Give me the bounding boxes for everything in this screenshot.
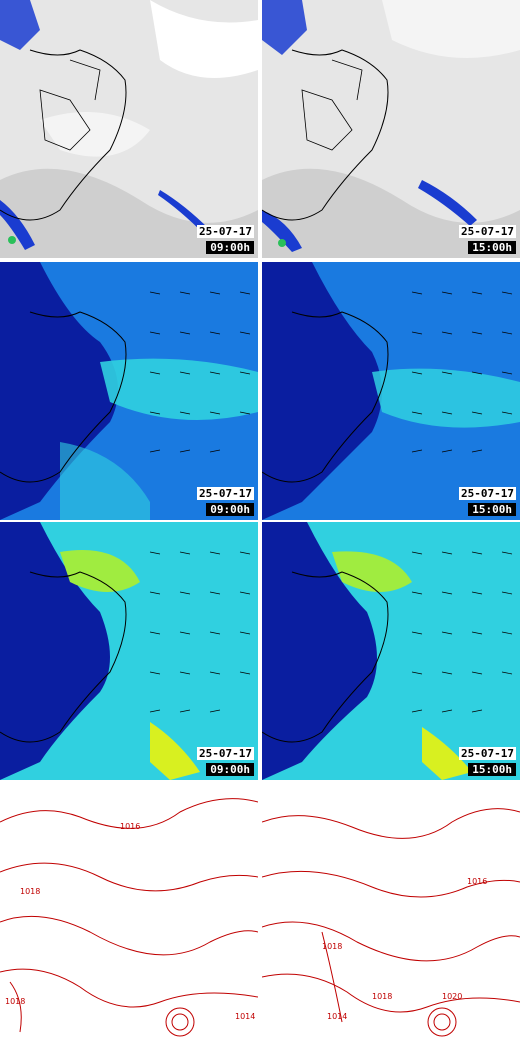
- isobar-label: 1016: [467, 877, 488, 886]
- date-stamp: 25-07-17: [197, 225, 254, 238]
- wind-map: [262, 522, 520, 780]
- date-stamp: 25-07-17: [459, 747, 516, 760]
- time-stamp: 15:00h: [468, 503, 516, 516]
- date-stamp: 25-07-17: [459, 487, 516, 500]
- date-stamp: 25-07-17: [197, 487, 254, 500]
- satellite-panel-0900: 25-07-17 09:00h: [0, 0, 258, 258]
- time-stamp: 15:00h: [468, 763, 516, 776]
- wind-arrows: [149, 551, 251, 713]
- isobar-label: 1018: [372, 992, 393, 1001]
- time-stamp: 09:00h: [206, 241, 254, 254]
- date-stamp: 25-07-17: [197, 747, 254, 760]
- wind-map: [262, 262, 520, 520]
- isobar-map: [262, 782, 520, 1040]
- time-stamp: 09:00h: [206, 503, 254, 516]
- wind-map: [0, 262, 258, 520]
- satellite-image: [0, 0, 258, 258]
- satellite-panel-1500: 25-07-17 15:00h: [262, 0, 520, 258]
- isobar-label: 1014: [327, 1012, 348, 1021]
- isobar-label: 1018: [5, 997, 26, 1006]
- time-stamp: 15:00h: [468, 241, 516, 254]
- time-stamp: 09:00h: [206, 763, 254, 776]
- isobar-label: 1016: [120, 822, 141, 831]
- wind-panel-low-1500: 25-07-17 15:00h: [262, 262, 520, 520]
- isobar-label: 1018: [20, 887, 41, 896]
- isobar-panel-left: 1016 1018 1018 1014: [0, 782, 258, 1040]
- wind-arrows: [411, 291, 513, 453]
- wind-arrows: [411, 551, 513, 713]
- isobar-panel-right: 1016 1018 1018 1020 1014: [262, 782, 520, 1040]
- wind-panel-low-0900: 25-07-17 09:00h: [0, 262, 258, 520]
- isobar-label: 1020: [442, 992, 463, 1001]
- satellite-image: [262, 0, 520, 258]
- date-stamp: 25-07-17: [459, 225, 516, 238]
- isobar-label: 1018: [322, 942, 343, 951]
- wind-map: [0, 522, 258, 780]
- wind-arrows: [149, 291, 251, 453]
- wind-panel-high-0900: 25-07-17 09:00h: [0, 522, 258, 780]
- wind-panel-high-1500: 25-07-17 15:00h: [262, 522, 520, 780]
- isobar-label: 1014: [235, 1012, 256, 1021]
- isobar-map: [0, 782, 258, 1040]
